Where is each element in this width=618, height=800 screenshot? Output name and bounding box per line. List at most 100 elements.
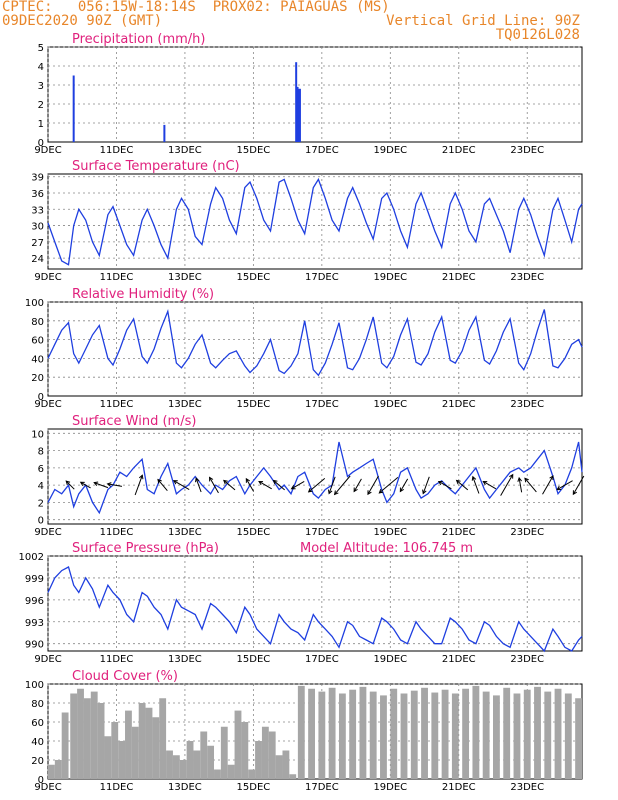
- cloud-bar: [400, 693, 408, 779]
- cloud-bar: [48, 764, 55, 779]
- precip-xtick-label: 13DEC: [168, 145, 202, 156]
- precip-xtick-label: 17DEC: [305, 145, 339, 156]
- wind-arrow: [399, 478, 409, 493]
- wind-ytick-label: 8: [38, 447, 44, 458]
- pres-xtick-label: 9DEC: [34, 654, 61, 665]
- wind-xtick-label: 15DEC: [237, 527, 271, 538]
- cloud-bar: [172, 755, 180, 779]
- wind-frame: [47, 428, 583, 525]
- wind-arrow: [258, 480, 272, 490]
- cloud-ytick-label: 100: [25, 680, 44, 691]
- precip-bar: [298, 88, 301, 142]
- pres-ytick-label: 990: [25, 640, 44, 651]
- cloud-xtick-label: 21DEC: [442, 782, 476, 793]
- pres-xtick-label: 19DEC: [373, 654, 407, 665]
- header-grid-line-note: Vertical Grid Line: 90Z: [386, 13, 580, 29]
- pres-frame: [47, 555, 583, 652]
- cloud-bar: [359, 686, 367, 779]
- temp-xtick-label: 23DEC: [510, 272, 544, 283]
- cloud-bar: [482, 691, 490, 779]
- header-date-line: 09DEC2020 90Z (GMT): [2, 13, 163, 29]
- cloud-bar: [544, 691, 552, 779]
- cloud-bar: [261, 726, 269, 779]
- cloud-bar: [523, 689, 531, 779]
- wind-arrow: [542, 475, 554, 495]
- wind-arrow: [327, 476, 336, 495]
- wind-xtick-label: 17DEC: [305, 527, 339, 538]
- precip-ytick-label: 1: [38, 119, 44, 130]
- rh-xtick-label: 11DEC: [100, 399, 134, 410]
- cloud-bar: [248, 769, 256, 779]
- cloud-bar: [431, 692, 439, 779]
- wind-xtick-label: 9DEC: [34, 527, 61, 538]
- cloud-bar: [308, 688, 315, 779]
- cloud-bar: [554, 688, 562, 779]
- precip-title: Precipitation (mm/h): [72, 32, 205, 47]
- precip-ytick-label: 5: [38, 43, 44, 54]
- wind-series-line: [47, 441, 583, 515]
- cloud-bar: [54, 760, 62, 779]
- wind-arrow: [367, 475, 379, 496]
- cloud-bar: [61, 712, 69, 779]
- temp-xtick-label: 9DEC: [34, 272, 61, 283]
- cloud-bar: [125, 710, 132, 779]
- precip-bar: [297, 88, 300, 142]
- pres-xtick-label: 11DEC: [100, 654, 134, 665]
- wind-arrow: [245, 477, 255, 492]
- rh-frame: [47, 301, 583, 397]
- cloud-bar: [97, 703, 105, 779]
- cloud-bar: [472, 685, 480, 779]
- wind-arrow: [172, 480, 190, 491]
- wind-arrow: [500, 473, 514, 496]
- temp-ytick-label: 33: [31, 205, 44, 216]
- temp-panel: 9DEC 11DEC 13DEC 15DEC 17DEC 19DEC 21DEC 23DEC 2…: [31, 159, 583, 283]
- precip-xtick-label: 9DEC: [34, 145, 61, 156]
- rh-ytick-label: 0: [38, 392, 44, 403]
- cloud-bar: [380, 695, 387, 779]
- precip-panel: 9DEC 11DEC 13DEC 15DEC 17DEC 19DEC 21DEC 23DEC 0…: [34, 32, 583, 156]
- cloud-bar: [241, 722, 249, 779]
- cloud-bar: [234, 710, 242, 779]
- cloud-xtick-label: 15DEC: [237, 782, 271, 793]
- cloud-bar: [390, 688, 398, 779]
- cloud-ytick-label: 40: [31, 737, 44, 748]
- wind-arrow: [556, 480, 573, 491]
- cloud-bar: [421, 687, 428, 779]
- wind-arrow: [517, 476, 523, 493]
- rh-xtick-label: 9DEC: [34, 399, 61, 410]
- wind-arrow: [455, 479, 469, 491]
- cloud-bar: [70, 693, 78, 779]
- cloud-xtick-label: 13DEC: [168, 782, 202, 793]
- cloud-bar: [220, 726, 228, 779]
- rh-ytick-label: 60: [31, 336, 44, 347]
- wind-arrow: [333, 475, 351, 496]
- rh-title: Relative Humidity (%): [72, 287, 214, 302]
- cloud-bar: [534, 686, 541, 779]
- cloud-bar: [214, 769, 221, 779]
- wind-arrow: [93, 481, 109, 489]
- pres-ytick-label: 996: [25, 596, 44, 607]
- cloud-bar: [513, 693, 521, 779]
- cloud-bar: [282, 750, 290, 779]
- cloud-ytick-label: 0: [38, 775, 44, 786]
- cloud-ytick-label: 20: [31, 756, 44, 767]
- wind-arrow: [307, 478, 326, 493]
- temp-series-line: [47, 177, 583, 266]
- rh-ytick-label: 100: [25, 298, 44, 309]
- precip-bar: [295, 62, 298, 143]
- pres-panel: 9DEC 11DEC 13DEC 15DEC 17DEC 19DEC 21DEC 23DEC 9…: [19, 541, 583, 665]
- header-model-id: TQ0126L028: [495, 27, 580, 43]
- wind-arrow: [437, 480, 452, 490]
- cloud-bar: [227, 764, 235, 779]
- cloud-bar: [503, 687, 511, 779]
- temp-xtick-label: 17DEC: [305, 272, 339, 283]
- pres-xtick-label: 15DEC: [237, 654, 271, 665]
- cloud-bar: [159, 698, 167, 779]
- precip-bar: [296, 86, 299, 142]
- pres-xtick-label: 21DEC: [442, 654, 476, 665]
- wind-arrow: [106, 482, 123, 487]
- wind-title: Surface Wind (m/s): [72, 414, 196, 429]
- cloud-bar: [138, 703, 146, 779]
- wind-ytick-label: 4: [38, 481, 44, 492]
- rh-xtick-label: 23DEC: [510, 399, 544, 410]
